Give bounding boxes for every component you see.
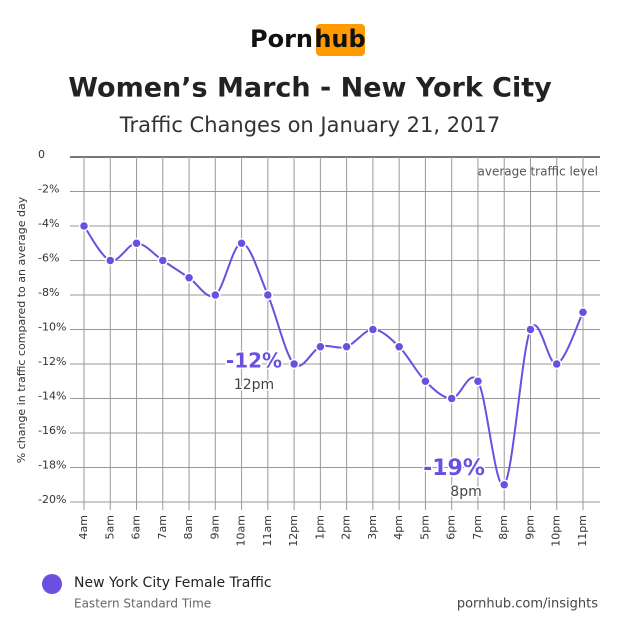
logo-box [316,24,365,56]
x-tick-label: 11pm [576,515,589,547]
x-tick-label: 5am [103,515,116,539]
x-tick-label: 12pm [287,515,300,547]
x-tick-label: 6am [130,515,143,539]
x-tick-label: 6pm [445,515,458,540]
y-tick-label: -20% [38,493,66,506]
x-tick-label: 10pm [550,515,563,547]
x-tick-label: 9am [208,515,221,539]
x-tick-label: 9pm [523,515,536,540]
x-tick-label: 10am [235,515,248,546]
point [393,341,405,352]
annotation: -19% [423,456,485,481]
y-tick-label: -14% [38,390,66,403]
logo-right: hub [314,25,365,53]
point [341,341,352,352]
x-tick-label: 4pm [392,515,405,540]
point [315,341,326,352]
y-tick-label: -2% [38,183,59,196]
legend-swatch [42,574,62,594]
point [157,255,169,266]
y-axis-label: % change in traffic compared to an avera… [15,196,28,463]
logo-left: Porn [250,25,313,53]
annotation: -12% [226,349,282,373]
point [472,376,484,387]
point [367,324,379,335]
annotation: 8pm [450,484,481,500]
x-tick-label: 7pm [471,515,484,540]
x-tick-label: 1pm [313,515,326,540]
point [498,479,510,490]
legend-note: Eastern Standard Time [74,597,211,611]
x-tick-label: 11am [261,515,274,546]
x-tick-label: 2pm [340,515,353,540]
annotation: 12pm [234,377,274,393]
x-tick-label: 7am [156,515,169,539]
point [446,393,457,404]
point [78,220,90,232]
chart-subtitle: Traffic Changes on January 21, 2017 [119,113,500,137]
chart-title: Women’s March - New York City [68,73,552,104]
y-tick-label: -16% [38,424,66,437]
point [288,358,300,370]
x-tick-label: 5pm [418,515,431,540]
legend-label: New York City Female Traffic [74,575,272,591]
point [262,289,274,301]
x-tick-label: 8pm [497,515,510,540]
y-tick-label: -6% [38,252,59,265]
x-tick-label: 8am [182,515,195,539]
point [577,307,589,318]
point [210,289,221,301]
point [105,255,116,266]
point [236,238,247,249]
source: pornhub.com/insights [457,597,598,612]
y-tick-label: -8% [38,286,59,299]
y-tick-label: -4% [38,217,59,230]
point [551,358,562,370]
point [420,376,431,387]
x-tick-label: 3pm [366,515,379,540]
point [131,238,142,249]
x-tick-label: 4am [77,515,90,539]
y-tick-label: -18% [38,459,66,472]
annotation: average traffic level [478,165,598,179]
point [525,324,536,335]
point [183,272,195,283]
y-tick-label: 0 [38,148,45,161]
y-tick-label: -12% [38,355,66,368]
y-tick-label: -10% [38,321,66,334]
